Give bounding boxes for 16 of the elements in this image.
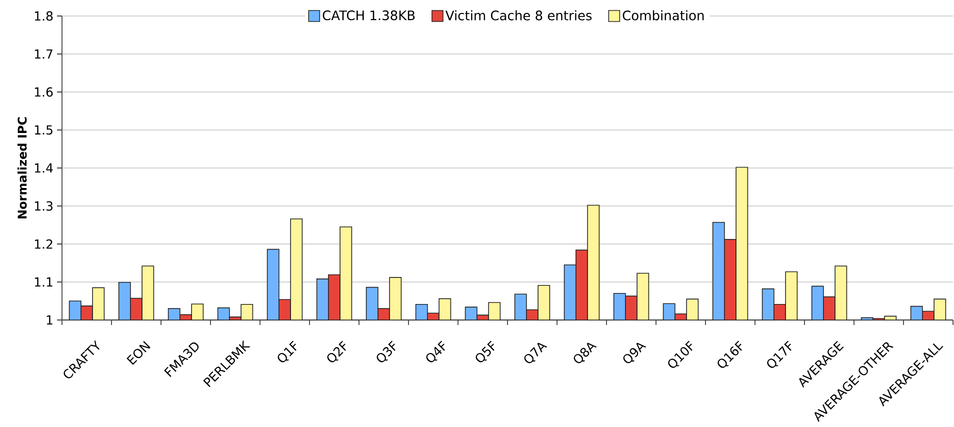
y-tick-label: 1.4 — [34, 163, 53, 173]
legend-label: CATCH 1.38KB — [322, 10, 415, 20]
x-tick-label: Q9A — [623, 342, 646, 364]
legend-label: Victim Cache 8 entries — [445, 10, 592, 20]
y-tick-label: 1.8 — [34, 11, 53, 21]
y-tick-label: 1.6 — [34, 87, 53, 97]
y-tick-label: 1.1 — [34, 277, 52, 287]
legend-label: Combination — [622, 10, 704, 20]
x-tick-label: Q7A — [524, 342, 548, 364]
y-tick-label: 1 — [46, 315, 52, 325]
y-tick-label: 1.2 — [34, 239, 52, 249]
y-tick-label: 1.7 — [34, 49, 52, 59]
y-tick-label: 1.3 — [34, 201, 52, 211]
x-tick-label: Q8A — [574, 342, 597, 364]
y-axis-title: Normalized IPC — [17, 117, 27, 218]
y-tick-label: 1.5 — [34, 125, 52, 135]
